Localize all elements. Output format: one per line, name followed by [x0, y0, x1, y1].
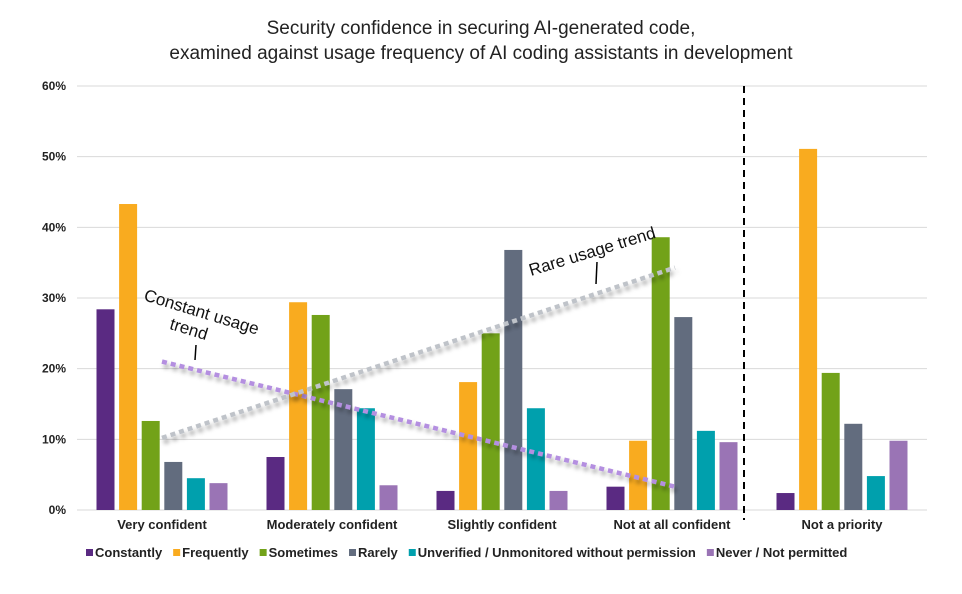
legend-swatch	[173, 549, 181, 556]
bar-sometimes-2	[481, 333, 500, 510]
x-tick-label: Very confident	[117, 517, 207, 532]
legend-label: Frequently	[182, 545, 249, 560]
annotation-pointer	[194, 344, 197, 361]
bar-sometimes-1	[311, 314, 330, 510]
bar-rarely-3	[674, 317, 693, 510]
title-line-2: examined against usage frequency of AI c…	[169, 43, 793, 64]
bar-unverified-unmonitored-without-permission-4	[866, 476, 885, 510]
y-tick-label: 30%	[42, 291, 66, 305]
legend-swatch	[706, 549, 714, 556]
y-tick-label: 40%	[42, 220, 66, 234]
bar-sometimes-4	[821, 372, 840, 510]
bar-constantly-3	[606, 486, 625, 510]
bar-frequently-2	[459, 382, 478, 510]
legend-label: Constantly	[95, 545, 163, 560]
bar-constantly-1	[266, 457, 285, 510]
bar-constantly-0	[96, 309, 115, 510]
legend-swatch	[349, 549, 357, 556]
bar-never-not-permitted-0	[209, 483, 228, 510]
y-tick-label: 10%	[42, 432, 66, 446]
y-tick-label: 50%	[42, 150, 66, 164]
legend-label: Rarely	[358, 545, 399, 560]
bar-sometimes-0	[141, 420, 160, 510]
bar-never-not-permitted-4	[889, 440, 908, 510]
bar-unverified-unmonitored-without-permission-1	[356, 408, 375, 510]
bar-frequently-4	[799, 148, 818, 511]
legend-swatch	[259, 549, 267, 556]
trend-line-constant	[161, 359, 676, 489]
bar-unverified-unmonitored-without-permission-2	[526, 408, 545, 510]
bar-frequently-0	[119, 204, 138, 510]
bar-unverified-unmonitored-without-permission-0	[186, 478, 205, 510]
legend-swatch	[86, 549, 93, 556]
annotation-pointer	[595, 261, 598, 285]
legend-label: Never / Not permitted	[716, 545, 848, 560]
bar-never-not-permitted-3	[719, 442, 738, 510]
rare-usage-annotation: Rare usage trend	[527, 223, 658, 280]
y-tick-label: 20%	[42, 362, 66, 376]
bar-constantly-2	[436, 490, 455, 510]
x-tick-label: Slightly confident	[447, 517, 557, 532]
legend-label: Sometimes	[269, 545, 338, 560]
legend-swatch	[408, 549, 416, 556]
bar-sometimes-3	[651, 237, 670, 510]
legend-label: Unverified / Unmonitored without permiss…	[418, 545, 696, 560]
bar-frequently-1	[289, 302, 308, 510]
title-line-1: Security confidence in securing AI-gener…	[266, 18, 696, 39]
chart-title: Security confidence in securing AI-gener…	[0, 16, 962, 66]
bar-never-not-permitted-1	[379, 485, 398, 510]
bar-rarely-2	[504, 249, 523, 511]
x-tick-label: Moderately confident	[267, 517, 398, 532]
annotation-rare: Rare usage trend	[527, 223, 658, 280]
bar-constantly-4	[776, 493, 795, 510]
x-tick-label: Not at all confident	[614, 517, 732, 532]
bar-rarely-1	[334, 389, 353, 510]
bar-rarely-0	[164, 461, 183, 510]
bar-rarely-4	[844, 423, 863, 510]
trend-line-rare	[161, 265, 676, 441]
x-tick-label: Not a priority	[802, 517, 884, 532]
bar-unverified-unmonitored-without-permission-3	[696, 430, 715, 510]
y-tick-label: 0%	[49, 503, 67, 517]
y-tick-label: 60%	[42, 79, 66, 93]
bar-never-not-permitted-2	[549, 490, 568, 510]
